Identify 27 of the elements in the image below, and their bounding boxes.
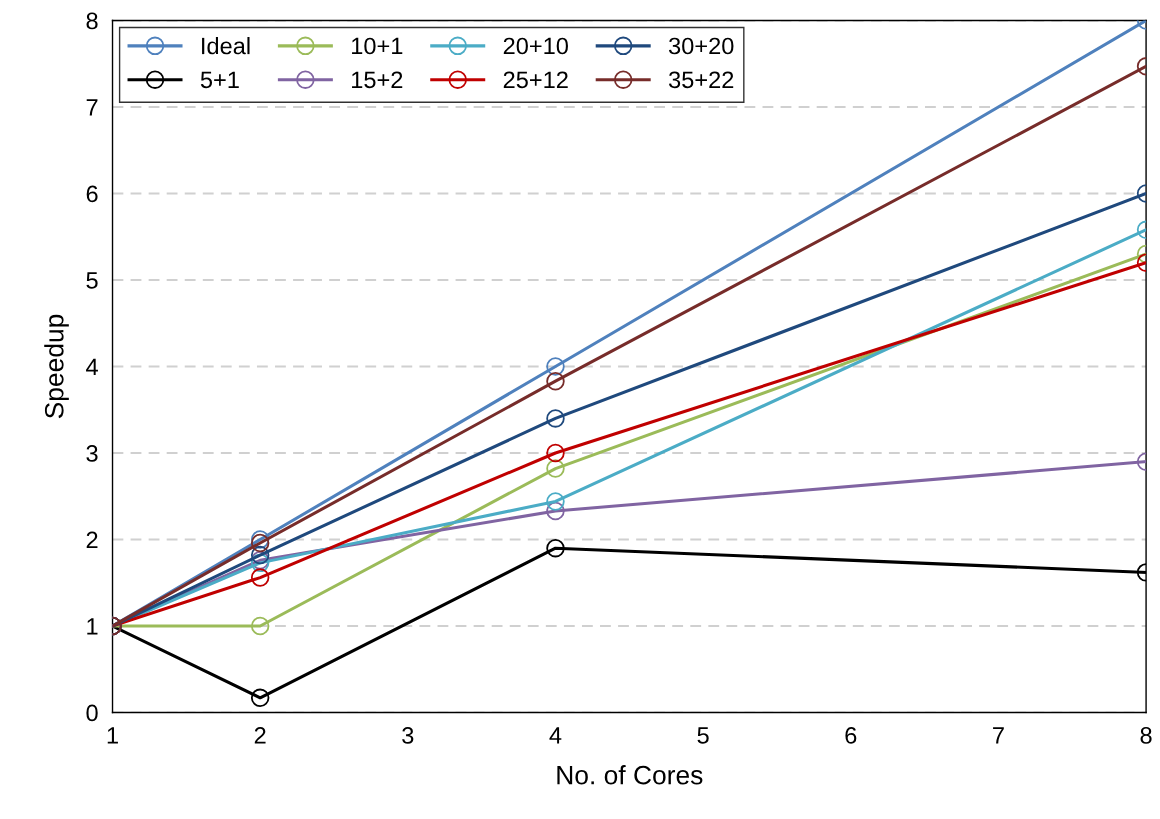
y-tick-label: 1 [87, 618, 98, 635]
legend-label: 35+22 [668, 71, 734, 89]
y-axis-title: Speedup [44, 314, 69, 419]
x-tick-label: 3 [402, 727, 414, 744]
y-tick-label: 6 [86, 185, 98, 203]
x-tick-label: 1 [107, 727, 118, 744]
y-tick-label: 7 [86, 99, 98, 116]
x-tick-label: 2 [254, 727, 266, 744]
y-tick-label: 2 [86, 531, 98, 549]
y-tick-label: 4 [86, 358, 98, 376]
legend-label: 20+10 [503, 37, 568, 55]
legend-label: 5+1 [200, 71, 239, 89]
x-tick-label: 4 [549, 727, 562, 744]
y-tick-label: 0 [86, 704, 98, 722]
legend-label: 30+20 [668, 37, 734, 55]
x-axis-title: No. of Cores [557, 765, 703, 785]
legend-label: Ideal [202, 37, 250, 55]
y-tick-label: 5 [86, 272, 98, 289]
x-tick-label: 8 [1140, 727, 1152, 744]
legend-label: 10+1 [352, 37, 403, 55]
x-tick-label: 6 [845, 727, 857, 744]
y-tick-label: 8 [86, 12, 98, 30]
legend-label: 15+2 [352, 71, 403, 89]
x-tick-label: 5 [697, 727, 709, 744]
y-tick-label: 3 [86, 445, 98, 462]
x-tick-label: 7 [993, 727, 1004, 744]
legend-label: 25+12 [503, 71, 568, 89]
